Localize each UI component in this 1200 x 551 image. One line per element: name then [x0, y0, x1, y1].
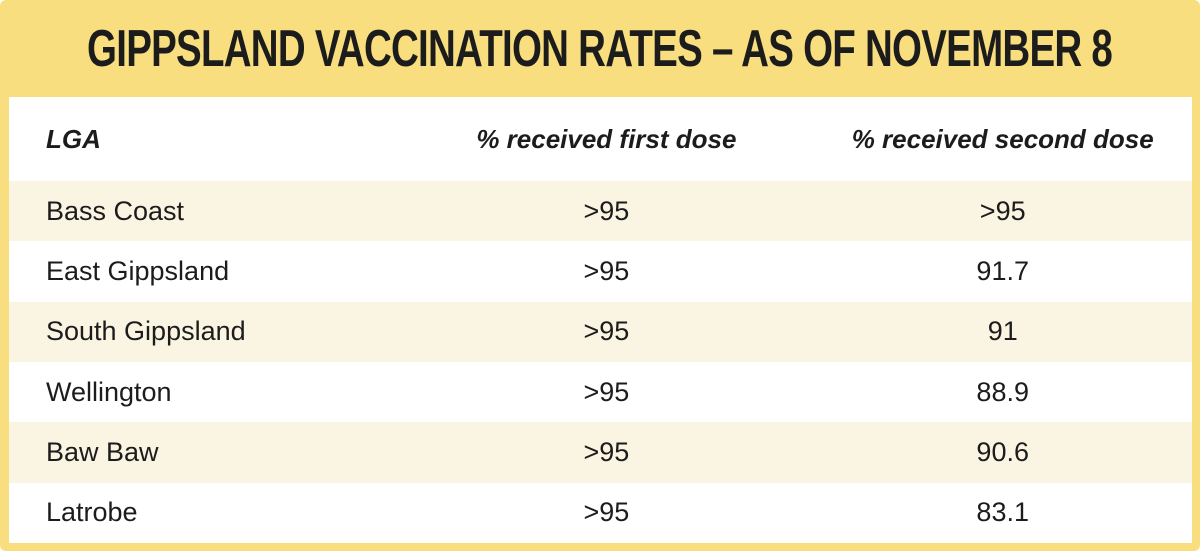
cell-lga: Latrobe — [46, 497, 138, 528]
vaccination-table: LGA % received first dose % received sec… — [9, 97, 1192, 543]
cell-lga: Wellington — [46, 376, 172, 407]
table-panel: LGA % received first dose % received sec… — [9, 97, 1192, 543]
cell-first-dose: >95 — [583, 255, 630, 286]
column-header-lga: LGA — [46, 123, 101, 154]
table-row: East Gippsland >95 91.7 — [9, 241, 1192, 302]
cell-lga: Bass Coast — [46, 195, 185, 226]
cell-second-dose: 90.6 — [976, 436, 1029, 467]
cell-first-dose: >95 — [583, 436, 630, 467]
page-title: GIPPSLAND VACCINATION RATES – AS OF NOVE… — [87, 19, 1114, 78]
column-header-second-dose: % received second dose — [851, 123, 1154, 154]
cell-second-dose: 91 — [987, 316, 1018, 347]
header-row: LGA % received first dose % received sec… — [9, 97, 1192, 181]
table-header: LGA % received first dose % received sec… — [9, 97, 1192, 181]
title-banner: GIPPSLAND VACCINATION RATES – AS OF NOVE… — [0, 0, 1200, 97]
cell-lga: South Gippsland — [46, 316, 246, 347]
cell-second-dose: >95 — [979, 195, 1026, 226]
table-row: South Gippsland >95 91 — [9, 301, 1192, 362]
cell-first-dose: >95 — [583, 497, 630, 528]
table-row: Baw Baw >95 90.6 — [9, 422, 1192, 483]
cell-first-dose: >95 — [583, 195, 630, 226]
cell-first-dose: >95 — [583, 376, 630, 407]
table-row: Latrobe >95 83.1 — [9, 482, 1192, 543]
cell-first-dose: >95 — [583, 316, 630, 347]
cell-lga: East Gippsland — [46, 255, 230, 286]
table-row: Wellington >95 88.9 — [9, 361, 1192, 423]
table-body: Bass Coast >95 >95 East Gippsland >95 91.7 Sou… — [9, 181, 1192, 543]
column-header-first-dose: % received first dose — [476, 123, 737, 154]
table-row: Bass Coast >95 >95 — [9, 181, 1192, 242]
cell-second-dose: 88.9 — [976, 376, 1029, 407]
cell-second-dose: 83.1 — [976, 497, 1029, 528]
cell-lga: Baw Baw — [46, 436, 159, 467]
cell-second-dose: 91.7 — [976, 255, 1029, 286]
